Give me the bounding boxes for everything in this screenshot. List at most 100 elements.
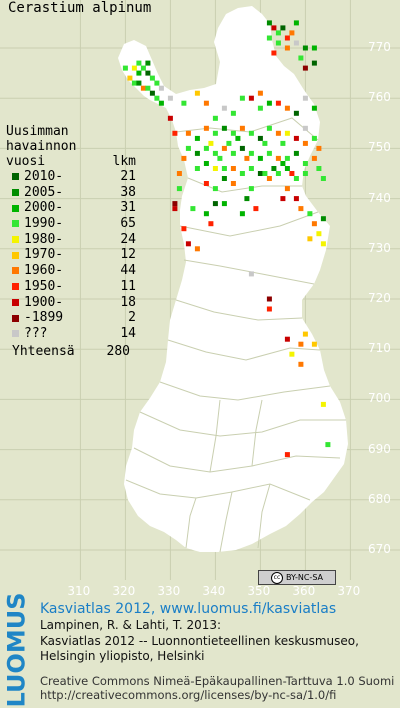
legend-heading-line: vuosi [6, 154, 46, 169]
observation-square [293, 20, 299, 26]
observation-square [226, 140, 232, 146]
observation-square [212, 130, 218, 136]
observation-square [302, 161, 308, 166]
legend-swatch [12, 220, 19, 228]
legend-heading-line: havainnon [6, 139, 77, 154]
observation-square [203, 161, 209, 166]
observation-square [266, 100, 272, 106]
legend-total-count: 280 [106, 343, 130, 359]
observation-square [154, 95, 160, 101]
observation-square [239, 95, 245, 101]
x-tick-label: 320 [112, 584, 136, 598]
observation-square [235, 135, 241, 141]
observation-square [136, 70, 142, 76]
legend-row: ??? 14 [6, 326, 136, 342]
observation-square [203, 125, 209, 131]
observation-square [284, 155, 290, 161]
observation-square [208, 140, 214, 146]
observation-square [271, 50, 277, 56]
observation-square [149, 90, 155, 96]
legend-heading: Uusimman havainnon vuosi lkm [6, 124, 136, 169]
legend-row-label: 2010- [24, 169, 64, 184]
observation-square [185, 145, 191, 151]
luomus-logo-text: LUOMUS [2, 592, 31, 708]
observation-square [293, 135, 299, 141]
observation-square [248, 186, 254, 192]
cc-badge-label: BY-NC-SA [285, 573, 324, 582]
x-tick-label: 360 [292, 584, 316, 598]
observation-square [289, 351, 295, 357]
observation-square [266, 20, 272, 26]
observation-square [203, 145, 209, 151]
legend-row: 1990- 65 [6, 216, 136, 232]
observation-square [325, 442, 331, 448]
observation-square [289, 30, 295, 36]
observation-square [185, 130, 191, 136]
observation-square [266, 306, 272, 312]
x-tick-label: 310 [67, 584, 91, 598]
observation-square [221, 105, 227, 111]
observation-square [221, 166, 227, 171]
observation-square [140, 65, 146, 71]
y-tick-label: 730 [368, 240, 391, 255]
observation-square [293, 176, 299, 181]
license-url[interactable]: http://creativecommons.org/licenses/by-n… [40, 687, 337, 702]
observation-square [194, 246, 200, 252]
observation-square [140, 85, 146, 91]
cc-license-badge[interactable]: cc BY-NC-SA [258, 570, 336, 585]
observation-square [154, 80, 160, 86]
observation-square [158, 85, 164, 91]
observation-square [145, 85, 151, 91]
legend-row-count: 12 [120, 247, 136, 263]
observation-square [302, 45, 308, 51]
observation-square [311, 341, 317, 347]
atlas-title-link[interactable]: Kasviatlas 2012, www.luomus.fi/kasviatla… [40, 601, 337, 617]
observation-square [284, 336, 290, 342]
observation-square [298, 206, 304, 212]
observation-square [311, 221, 317, 227]
y-tick-label: 710 [368, 341, 391, 356]
observation-square [212, 166, 218, 171]
observation-square [221, 145, 227, 151]
legend-row: 1960- 44 [6, 263, 136, 279]
observation-square [167, 115, 173, 121]
luomus-logo: LUOMUS [0, 593, 32, 708]
legend-heading-line: Uusimman [6, 124, 69, 139]
observation-square [257, 171, 263, 176]
y-tick-label: 740 [368, 190, 391, 205]
observation-square [257, 155, 263, 161]
legend-row-label: 2000- [24, 200, 64, 216]
observation-square [284, 45, 290, 51]
observation-square [230, 130, 236, 136]
observation-square [293, 196, 299, 202]
observation-square [176, 171, 182, 176]
observation-square [239, 125, 245, 131]
observation-square [239, 171, 245, 176]
observation-square [203, 181, 209, 186]
observation-square [320, 176, 326, 181]
observation-square [131, 80, 137, 86]
observation-square [194, 150, 200, 156]
y-tick-label: 720 [368, 291, 391, 305]
observation-square [302, 65, 308, 71]
observation-square [122, 65, 128, 71]
x-tick-label: 340 [202, 584, 226, 598]
y-tick-label: 760 [368, 90, 391, 105]
observation-square [203, 211, 209, 217]
observation-square [293, 40, 299, 46]
observation-square [284, 35, 290, 41]
y-tick-label: 680 [368, 491, 391, 506]
y-tick-label: 750 [368, 140, 391, 155]
observation-square [176, 186, 182, 192]
observation-square [230, 150, 236, 156]
observation-square [298, 55, 304, 61]
observation-square [293, 110, 299, 116]
legend-row-label: ??? [24, 325, 48, 341]
observation-square [230, 166, 236, 171]
observation-square [302, 171, 308, 176]
license-line: Creative Commons Nimeä-Epäkaupallinen-Ta… [40, 673, 395, 688]
observation-square [316, 166, 322, 171]
observation-square [248, 150, 254, 156]
observation-square [253, 206, 259, 212]
